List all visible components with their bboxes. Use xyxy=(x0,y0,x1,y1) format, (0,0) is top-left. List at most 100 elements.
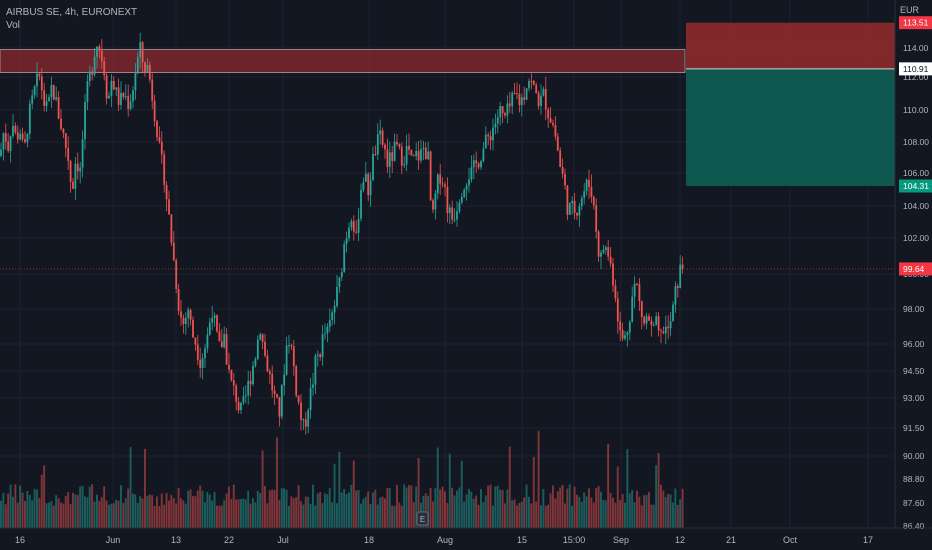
candle-body xyxy=(544,89,547,110)
candle-body xyxy=(144,62,146,73)
volume-bar xyxy=(194,496,197,528)
candle-body xyxy=(475,160,478,164)
candle-body xyxy=(288,345,290,347)
candle-body xyxy=(33,86,36,96)
candle-body xyxy=(256,339,259,359)
volume-bar xyxy=(76,495,79,528)
volume-bar xyxy=(612,497,614,528)
candle-body xyxy=(244,395,247,397)
candle-body xyxy=(57,97,60,119)
candle-body xyxy=(568,203,571,215)
price-label-text: 110.91 xyxy=(903,64,929,74)
x-tick-label: 15:00 xyxy=(563,535,586,545)
candle-body xyxy=(384,144,386,150)
volume-bar xyxy=(165,492,168,528)
volume-bar xyxy=(331,502,334,528)
volume-indicator-label[interactable]: Vol xyxy=(6,20,20,31)
volume-bar xyxy=(520,501,523,528)
volume-bar xyxy=(372,492,374,528)
candle-body xyxy=(158,137,161,142)
volume-bar xyxy=(225,493,228,528)
x-tick-label: 13 xyxy=(171,535,181,545)
x-tick-label: Aug xyxy=(437,535,453,545)
candle-body xyxy=(468,179,470,186)
candle-body xyxy=(268,371,271,374)
volume-bar xyxy=(122,503,125,528)
chart-legend: AIRBUS SE, 4h, EURONEXT Vol xyxy=(6,6,137,32)
volume-bar xyxy=(132,493,134,528)
candle-body xyxy=(494,123,497,128)
earnings-event-icon[interactable] xyxy=(416,511,429,526)
resistance-zone[interactable] xyxy=(0,49,686,73)
x-tick-label: Oct xyxy=(783,535,798,545)
candle-body xyxy=(556,136,559,151)
volume-bar xyxy=(619,499,622,528)
candle-body xyxy=(292,346,295,367)
volume-bar xyxy=(511,500,514,528)
candle-body xyxy=(74,163,77,189)
volume-bar xyxy=(103,486,106,528)
volume-bar xyxy=(307,496,310,528)
candle-body xyxy=(220,341,223,348)
volume-bar xyxy=(288,505,290,528)
candle-body xyxy=(343,244,346,273)
candle-body xyxy=(136,57,139,74)
candle-body xyxy=(9,136,12,151)
candle-body xyxy=(441,183,444,185)
volume-bar xyxy=(470,491,473,528)
volume-bar xyxy=(26,491,29,528)
volume-bar xyxy=(4,504,7,528)
volume-bar xyxy=(669,494,672,528)
candle-body xyxy=(482,148,485,162)
candle-body xyxy=(105,75,108,99)
x-tick-label: 18 xyxy=(364,535,374,545)
symbol-title[interactable]: AIRBUS SE, 4h, EURONEXT xyxy=(6,7,138,18)
volume-bar xyxy=(96,494,98,528)
candle-body xyxy=(573,200,576,213)
candle-body xyxy=(141,42,144,63)
volume-bar xyxy=(660,484,662,528)
volume-bar xyxy=(223,500,226,528)
volume-bar xyxy=(412,502,415,528)
candle-body xyxy=(110,80,113,96)
zones xyxy=(0,22,895,270)
take-profit-zone[interactable] xyxy=(686,68,895,186)
candle-body xyxy=(446,186,449,213)
candle-body xyxy=(38,73,41,77)
volume-bar xyxy=(602,499,605,528)
volume-bar xyxy=(655,465,658,528)
candle-body xyxy=(434,193,437,210)
volume-bar xyxy=(182,500,185,528)
volume-bar xyxy=(187,490,190,528)
volume-bar xyxy=(292,498,295,528)
volume-bar xyxy=(369,504,372,528)
candle-body xyxy=(259,334,262,340)
volume-bar xyxy=(451,487,454,528)
volume-bar xyxy=(345,494,348,528)
volume-bar xyxy=(424,493,427,528)
volume-bar xyxy=(568,484,571,528)
volume-bar xyxy=(40,474,43,528)
volume-bar xyxy=(504,503,506,528)
volume-bar xyxy=(218,505,221,528)
candle-body xyxy=(576,212,578,216)
candle-body xyxy=(122,92,125,97)
candle-body xyxy=(235,385,238,402)
volume-bar xyxy=(352,460,355,528)
candle-body xyxy=(388,152,391,167)
candle-body xyxy=(571,200,574,204)
candle-body xyxy=(487,134,490,137)
candle-body xyxy=(609,256,612,264)
stop-loss-zone[interactable] xyxy=(686,22,895,69)
candle-body xyxy=(24,139,26,143)
volume-bar xyxy=(516,505,518,528)
candle-body xyxy=(607,247,610,257)
candle-body xyxy=(650,320,653,326)
candle-body xyxy=(470,167,473,180)
volume-bar xyxy=(549,493,552,528)
volume-bar xyxy=(338,451,341,528)
candle-body xyxy=(405,145,408,165)
volume-bar xyxy=(458,487,461,528)
candle-body xyxy=(652,325,655,327)
